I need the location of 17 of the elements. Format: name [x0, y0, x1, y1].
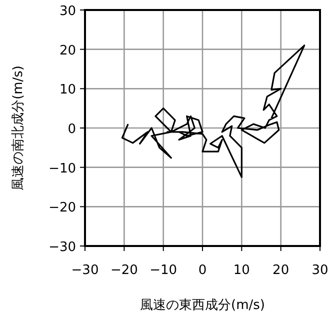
y-axis-title: 風速の南北成分(m/s) — [11, 66, 26, 190]
y-tick-label: 30 — [59, 4, 76, 19]
x-tick-label: 20 — [272, 263, 290, 278]
y-tick-label: −20 — [48, 200, 76, 216]
x-tick-label: −20 — [110, 263, 138, 278]
line-series — [121, 44, 306, 178]
x-tick-label: 0 — [198, 263, 207, 278]
x-tick-label: 10 — [233, 263, 250, 278]
x-tick-label: −10 — [150, 263, 178, 278]
y-tick-label: −10 — [48, 161, 76, 176]
y-tick-label: −30 — [48, 240, 76, 255]
y-tick-label: 0 — [68, 122, 76, 137]
y-tick-label: 20 — [59, 43, 76, 58]
x-tick-label: 30 — [312, 263, 328, 278]
x-tick-label: −30 — [71, 263, 99, 278]
x-axis-title: 風速の東西成分(m/s) — [140, 298, 265, 313]
y-tick-label: 10 — [59, 82, 76, 98]
